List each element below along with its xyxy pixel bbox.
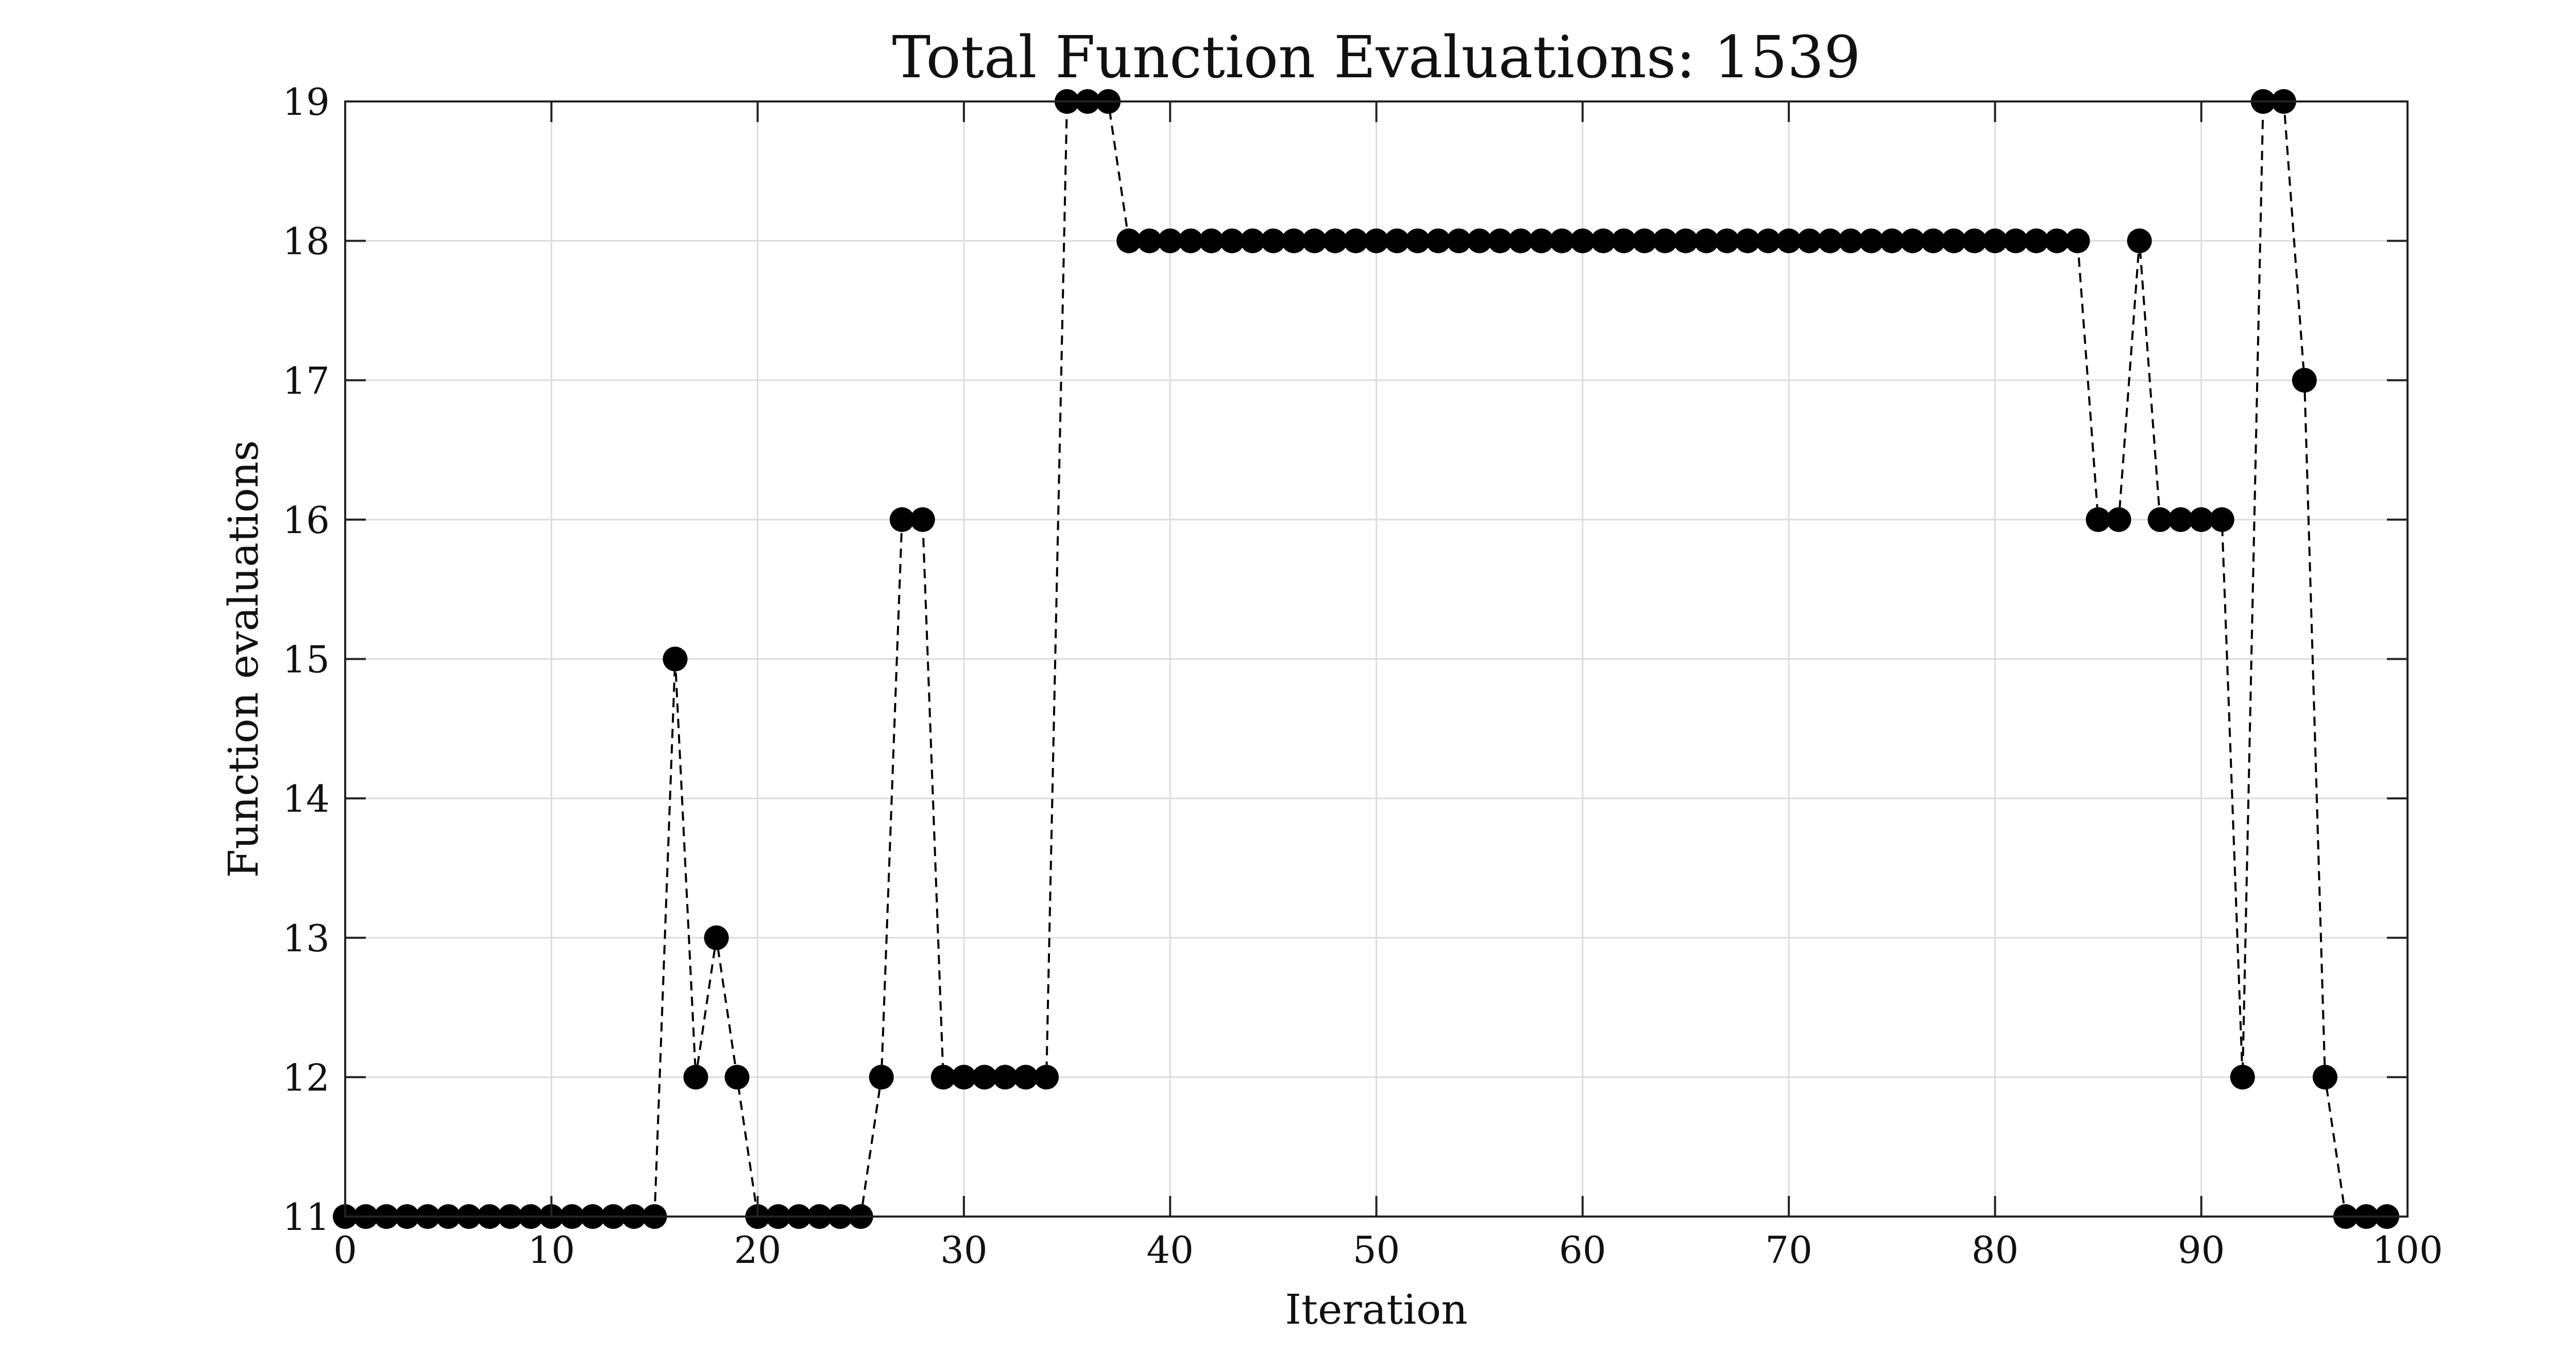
data-point (1797, 228, 1822, 253)
x-tick-label: 30 (940, 1228, 988, 1272)
x-tick-label: 40 (1146, 1228, 1194, 1272)
data-point (2168, 507, 2193, 532)
y-axis-label: Function evaluations (219, 440, 267, 878)
x-tick-label: 20 (734, 1228, 782, 1272)
data-point (930, 1065, 956, 1090)
y-tick-label: 11 (282, 1195, 330, 1239)
data-point (2292, 368, 2317, 393)
data-point (1549, 228, 1574, 253)
data-point (1673, 228, 1698, 253)
data-point (951, 1065, 976, 1090)
data-point (1219, 228, 1245, 253)
x-tick-label: 10 (528, 1228, 575, 1272)
data-point (1240, 228, 1265, 253)
x-tick-label: 70 (1765, 1228, 1812, 1272)
axis-ticks: 0 10 20 30 40 50 60 70 80 90 100 11 12 13 14 15 16 17 18 19 (282, 80, 2443, 1272)
data-point (1467, 228, 1492, 253)
data-point (1446, 228, 1471, 253)
data-point (1034, 1065, 1059, 1090)
data-point (869, 1065, 894, 1090)
x-tick-label: 90 (2178, 1228, 2225, 1272)
chart-title: Total Function Evaluations: 1539 (892, 24, 1860, 91)
data-point (1859, 228, 1884, 253)
data-point (1715, 228, 1740, 253)
data-point (2065, 228, 2090, 253)
data-point (1900, 228, 1925, 253)
y-tick-label: 14 (282, 777, 330, 820)
data-point (1756, 228, 1781, 253)
data-point (663, 646, 688, 672)
data-point (889, 507, 914, 532)
data-point (2127, 228, 2152, 253)
data-point (1508, 228, 1533, 253)
data-point (1776, 228, 1802, 253)
data-point (724, 1065, 750, 1090)
data-point (1158, 228, 1183, 253)
data-point (2230, 1065, 2255, 1090)
grid-lines (344, 100, 2409, 1218)
data-point (1137, 228, 1162, 253)
data-point (1632, 228, 1657, 253)
data-point (1529, 228, 1554, 253)
data-point (2044, 228, 2070, 253)
data-point (683, 1065, 708, 1090)
data-point (2106, 507, 2131, 532)
data-point (1426, 228, 1451, 253)
y-tick-label: 13 (282, 917, 330, 960)
data-point (1343, 228, 1368, 253)
x-tick-label: 100 (2372, 1228, 2443, 1272)
y-tick-label: 15 (282, 638, 330, 681)
data-point (704, 925, 729, 950)
data-point (1199, 228, 1224, 253)
y-tick-label: 19 (282, 80, 330, 124)
data-point (1838, 228, 1863, 253)
data-point (1941, 228, 1967, 253)
data-point (1982, 228, 2008, 253)
data-point (972, 1065, 997, 1090)
data-point (1590, 228, 1616, 253)
data-point (2003, 228, 2028, 253)
x-tick-label: 0 (333, 1228, 357, 1272)
data-point (1261, 228, 1286, 253)
data-point (1405, 228, 1430, 253)
y-tick-label: 12 (282, 1056, 330, 1099)
data-point (1323, 228, 1348, 253)
x-axis-label: Iteration (1285, 1286, 1467, 1333)
data-point (910, 507, 935, 532)
data-point (1281, 228, 1307, 253)
data-point (2209, 507, 2234, 532)
data-point (992, 1065, 1018, 1090)
data-point (1116, 228, 1142, 253)
data-point (1364, 228, 1389, 253)
data-point (1570, 228, 1595, 253)
data-point (1384, 228, 1410, 253)
x-tick-label: 50 (1353, 1228, 1400, 1272)
data-point (1302, 228, 1327, 253)
y-tick-label: 18 (282, 220, 330, 263)
data-point (1487, 228, 1513, 253)
data-point (1693, 228, 1719, 253)
marker-layer (333, 89, 2399, 1229)
x-tick-label: 80 (1972, 1228, 2019, 1272)
data-point (1013, 1065, 1038, 1090)
data-point (1735, 228, 1760, 253)
x-tick-label: 60 (1559, 1228, 1606, 1272)
data-point (1879, 228, 1905, 253)
data-point (1818, 228, 1843, 253)
data-point (1652, 228, 1677, 253)
y-tick-label: 17 (282, 359, 330, 402)
data-point (1611, 228, 1636, 253)
y-tick-label: 16 (282, 499, 330, 542)
data-point (2147, 507, 2173, 532)
data-point (1921, 228, 1946, 253)
data-point (2086, 507, 2111, 532)
data-point (1178, 228, 1204, 253)
data-point (2024, 228, 2049, 253)
data-point (1962, 228, 1987, 253)
data-point (2189, 507, 2214, 532)
data-point (2312, 1065, 2337, 1090)
